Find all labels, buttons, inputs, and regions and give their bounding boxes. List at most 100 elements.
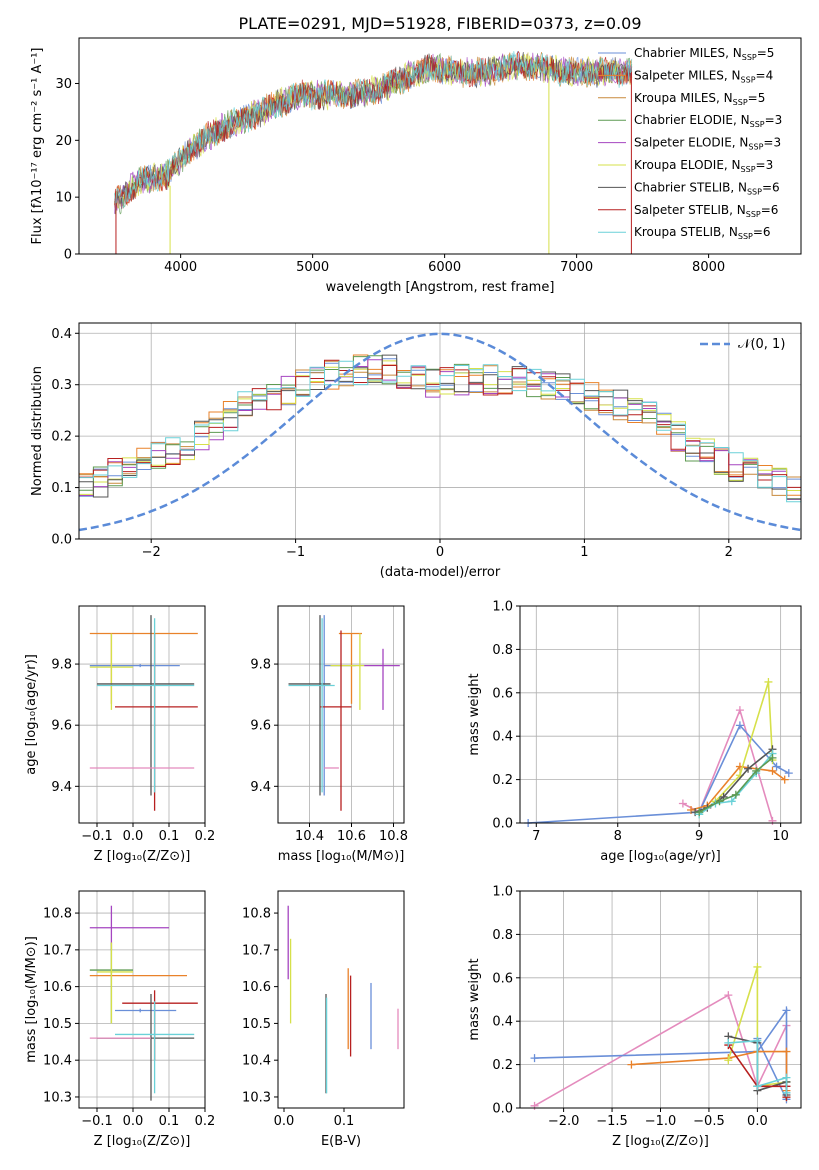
mass-vs-Z-ytick-label: 10.6	[43, 980, 72, 995]
mass-vs-EBV-xlabel: E(B-V)	[321, 1134, 361, 1149]
spectrum-plot	[114, 50, 633, 254]
legend-entry: Chabrier STELIB, NSSP=6	[634, 180, 780, 196]
mass-weight-marker	[715, 797, 724, 806]
mass-weight-marker	[724, 1056, 733, 1065]
mass-vs-Z-xlabel: Z [log₁₀(Z/Z⊙)]	[94, 1134, 191, 1149]
mass-weight-vs-Z-ytick-label: 0.0	[492, 1102, 513, 1117]
age-vs-Z-axes	[79, 606, 206, 823]
age-vs-Z-ytick-label: 9.6	[51, 719, 72, 734]
mass-weight-marker	[753, 1036, 762, 1045]
mass-weight-vs-Z-axes	[520, 890, 801, 1109]
mass-weight-marker	[782, 1073, 791, 1082]
mass-weight-vs-age-ylabel: mass weight	[467, 673, 482, 755]
mass-weight-marker	[768, 766, 777, 775]
spectrum-ytick-label: 30	[55, 77, 72, 92]
mass-weight-marker	[782, 1047, 791, 1056]
mass-vs-Z-ytick-label: 10.8	[43, 907, 72, 922]
spectrum-series-line	[114, 51, 633, 206]
mass-weight-vs-Z-ytick-label: 0.6	[492, 971, 513, 986]
legend-entry-main: Chabrier STELIB, N	[634, 180, 747, 194]
legend-entry-main: Kroupa MILES, N	[634, 91, 733, 105]
mass-weight-vs-Z-xtick-label: −1.0	[645, 1114, 677, 1129]
residual-plot	[78, 332, 802, 532]
legend-entry-main: Salpeter MILES, N	[634, 68, 741, 82]
spectrum-ticks: 4000 5000 6000 7000 8000 0 10 20 30	[55, 77, 725, 275]
legend-entry: Kroupa ELODIE, NSSP=3	[634, 158, 773, 174]
legend-entry: Kroupa STELIB, NSSP=6	[634, 225, 771, 241]
legend-entry: Chabrier MILES, NSSP=5	[634, 46, 774, 62]
mass-weight-marker	[735, 706, 744, 715]
mass-weight-vs-age-border	[519, 605, 802, 824]
mass-weight-vs-Z-lines	[530, 962, 791, 1110]
mass-weight-vs-Z-ytick-label: 0.2	[492, 1058, 513, 1073]
mass-weight-marker	[627, 1060, 636, 1069]
age-vs-mass-frame: 10.4 10.6 10.8 9.4 9.6 9.8 mass [log₁₀(M/M⊙)]	[250, 605, 408, 864]
mass-vs-EBV-xtick-label: 0.0	[274, 1114, 295, 1129]
residuals-ytick-label: 0.2	[51, 430, 72, 445]
residuals-ytick-label: 0.4	[51, 327, 72, 342]
legend-entry: Salpeter MILES, NSSP=4	[634, 68, 773, 84]
residuals-xtick-label: −1	[286, 545, 305, 560]
mass-weight-vs-age-ytick-label: 1.0	[492, 600, 513, 615]
age-vs-Z-border	[78, 605, 206, 824]
age-vs-Z-ytick-label: 9.8	[51, 658, 72, 673]
mass-weight-vs-age-xtick-label: 8	[614, 829, 622, 844]
age-vs-mass-border	[277, 605, 405, 824]
residuals-ylabel: Normed distribution	[30, 366, 45, 496]
residuals-ytick-label: 0.0	[51, 533, 72, 548]
mass-vs-Z-ylabel: mass [log₁₀(M/M⊙)]	[24, 936, 39, 1063]
mass-vs-EBV-ytick-label: 10.3	[242, 1090, 271, 1105]
legend-entry-end: =6	[761, 203, 779, 217]
mass-weight-vs-Z-ytick-label: 0.8	[492, 928, 513, 943]
spectrum-series-line	[114, 51, 633, 208]
mass-weight-marker	[772, 762, 781, 771]
mass-weight-vs-Z-xtick-label: −1.5	[596, 1114, 628, 1129]
legend-entry-end: =6	[753, 225, 771, 239]
age-vs-mass-xtick-label: 10.4	[295, 829, 324, 844]
mass-weight-marker	[768, 753, 777, 762]
mass-weight-vs-age-xtick-label: 10	[772, 829, 789, 844]
mass-weight-marker	[724, 991, 733, 1000]
legend-entry-sub: SSP	[741, 75, 756, 84]
legend-entry-main: Kroupa ELODIE, N	[634, 158, 741, 172]
age-vs-mass-points	[288, 615, 400, 811]
legend-entry: Salpeter ELODIE, NSSP=3	[634, 136, 781, 152]
legend-entry-sub: SSP	[741, 165, 756, 174]
legend-entry-end: =5	[757, 46, 775, 60]
legend-entry-sub: SSP	[738, 232, 753, 241]
mass-weight-marker	[530, 1054, 539, 1063]
residuals-frame: −2 −1 0 1 2 0.0 0.1 0.2 0.3 0.4 (data-model)/error…	[30, 322, 802, 580]
mass-vs-Z-ytick-label: 10.3	[43, 1090, 72, 1105]
mass-weight-vs-age-ytick-label: 0.8	[492, 643, 513, 658]
mass-weight-vs-Z-xlabel: Z [log₁₀(Z/Z⊙)]	[612, 1134, 709, 1149]
age-vs-Z-ytick-label: 9.4	[51, 780, 72, 795]
spectrum-ytick-label: 0	[64, 248, 72, 263]
mass-weight-marker	[724, 1038, 733, 1047]
legend-entry-sub: SSP	[742, 53, 757, 62]
legend-entry-sub: SSP	[733, 98, 748, 107]
mass-vs-Z-ytick-label: 10.7	[43, 943, 72, 958]
legend-entry-sub: SSP	[747, 187, 762, 196]
mass-vs-EBV-frame: 0.0 0.1 10.3 10.4 10.5 10.6 10.7 10.8 E(B-V)	[242, 890, 405, 1149]
mass-vs-EBV-xtick-label: 0.1	[334, 1114, 355, 1129]
age-vs-mass-ytick-label: 9.8	[250, 658, 271, 673]
mass-weight-vs-Z-xtick-label: −2.0	[548, 1114, 580, 1129]
figure-title: PLATE=0291, MJD=51928, FIBERID=0373, z=0…	[238, 14, 641, 33]
mass-weight-marker	[764, 677, 773, 686]
mass-weight-marker	[735, 721, 744, 730]
age-vs-mass-xtick-label: 10.8	[379, 829, 408, 844]
age-vs-Z-points	[89, 615, 198, 811]
spectrum-border	[78, 37, 802, 255]
spectrum-xtick-label: 8000	[692, 260, 725, 275]
age-vs-Z-xtick-label: 0.2	[195, 829, 216, 844]
mass-vs-Z-xtick-label: −0.1	[81, 1114, 113, 1129]
legend-entry: Chabrier ELODIE, NSSP=3	[634, 113, 782, 129]
mass-weight-vs-Z-ytick-label: 0.4	[492, 1015, 513, 1030]
mass-vs-Z-ytick-label: 10.4	[43, 1054, 72, 1069]
legend-entry-end: =3	[765, 113, 783, 127]
mass-weight-vs-age-xlabel: age [log₁₀(age/yr)]	[600, 849, 721, 864]
spectrum-ytick-label: 20	[55, 134, 72, 149]
legend-entry-main: Kroupa STELIB, N	[634, 225, 738, 239]
legend-entry: Kroupa MILES, NSSP=5	[634, 91, 765, 107]
mass-vs-Z-ytick-label: 10.5	[43, 1017, 72, 1032]
